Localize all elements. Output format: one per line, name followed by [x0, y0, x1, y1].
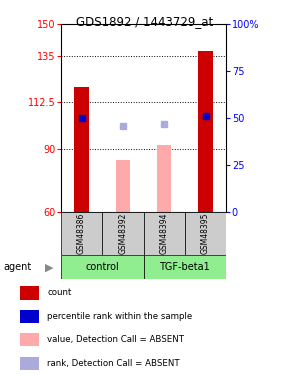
- Text: control: control: [85, 262, 119, 272]
- Text: TGF-beta1: TGF-beta1: [160, 262, 210, 272]
- Bar: [185, 212, 226, 255]
- Text: GSM48386: GSM48386: [77, 213, 86, 254]
- Text: percentile rank within the sample: percentile rank within the sample: [47, 312, 192, 321]
- Bar: [144, 255, 226, 279]
- Text: GSM48392: GSM48392: [118, 213, 127, 254]
- Bar: [74, 87, 89, 212]
- Bar: [61, 212, 102, 255]
- Text: rank, Detection Call = ABSENT: rank, Detection Call = ABSENT: [47, 359, 180, 368]
- Bar: [20, 357, 39, 370]
- Bar: [20, 286, 39, 300]
- Bar: [20, 333, 39, 346]
- Bar: [198, 51, 213, 212]
- Text: GSM48394: GSM48394: [160, 213, 169, 254]
- Text: GSM48395: GSM48395: [201, 213, 210, 254]
- Text: value, Detection Call = ABSENT: value, Detection Call = ABSENT: [47, 335, 184, 344]
- Bar: [61, 255, 144, 279]
- Text: GDS1892 / 1443729_at: GDS1892 / 1443729_at: [76, 15, 214, 28]
- Bar: [157, 145, 171, 212]
- Text: count: count: [47, 288, 71, 297]
- Bar: [116, 160, 130, 212]
- Text: ▶: ▶: [45, 262, 54, 272]
- Text: agent: agent: [3, 262, 31, 272]
- Bar: [144, 212, 185, 255]
- Bar: [20, 310, 39, 323]
- Bar: [102, 212, 144, 255]
